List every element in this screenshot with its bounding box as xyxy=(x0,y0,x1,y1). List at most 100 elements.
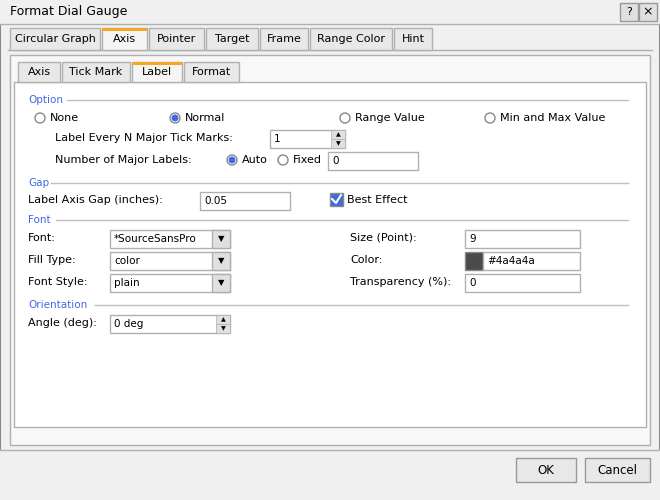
Text: Hint: Hint xyxy=(401,34,424,44)
Bar xyxy=(110,315,230,333)
Text: Font:: Font: xyxy=(28,233,56,243)
Text: 0: 0 xyxy=(332,156,339,166)
Text: ▼: ▼ xyxy=(218,278,224,287)
Bar xyxy=(465,274,580,292)
Text: OK: OK xyxy=(537,464,554,476)
Bar xyxy=(200,192,290,210)
Text: Range Value: Range Value xyxy=(355,113,425,123)
Bar xyxy=(394,28,432,50)
Text: Gap: Gap xyxy=(28,178,49,188)
Text: color: color xyxy=(114,256,140,266)
Bar xyxy=(10,55,650,445)
Text: 1: 1 xyxy=(274,134,280,144)
Bar xyxy=(184,62,239,82)
Bar xyxy=(132,62,182,82)
Text: ▼: ▼ xyxy=(336,141,341,146)
Bar xyxy=(260,28,308,50)
Text: Font: Font xyxy=(28,215,51,225)
Text: Normal: Normal xyxy=(185,113,225,123)
Bar xyxy=(465,230,580,248)
Bar xyxy=(0,0,660,24)
Text: Fixed: Fixed xyxy=(293,155,322,165)
Bar xyxy=(516,458,576,482)
Bar xyxy=(206,28,258,50)
Text: ▼: ▼ xyxy=(218,234,224,244)
Text: Pointer: Pointer xyxy=(157,34,196,44)
Bar xyxy=(110,274,230,292)
Bar xyxy=(0,450,660,500)
Bar xyxy=(132,62,182,65)
Text: Cancel: Cancel xyxy=(597,464,637,476)
Circle shape xyxy=(485,113,495,123)
Bar xyxy=(10,28,100,50)
Text: Transparency (%):: Transparency (%): xyxy=(350,277,451,287)
Text: 0.05: 0.05 xyxy=(204,196,227,206)
Circle shape xyxy=(172,115,178,121)
Text: ▼: ▼ xyxy=(218,256,224,266)
Text: Best Effect: Best Effect xyxy=(347,195,407,205)
Text: Label Axis Gap (inches):: Label Axis Gap (inches): xyxy=(28,195,163,205)
Text: ×: × xyxy=(643,6,653,18)
Text: ▲: ▲ xyxy=(220,317,225,322)
Bar xyxy=(465,252,483,270)
Text: Range Color: Range Color xyxy=(317,34,385,44)
Bar xyxy=(330,193,343,206)
Text: Target: Target xyxy=(214,34,249,44)
Text: 0 deg: 0 deg xyxy=(114,319,143,329)
Circle shape xyxy=(340,113,350,123)
Bar xyxy=(18,62,60,82)
Bar xyxy=(212,252,230,270)
Bar xyxy=(310,28,392,50)
Text: ?: ? xyxy=(626,7,632,17)
Bar xyxy=(483,252,580,270)
Bar xyxy=(639,3,657,21)
Circle shape xyxy=(229,157,235,163)
Text: Angle (deg):: Angle (deg): xyxy=(28,318,97,328)
Text: Axis: Axis xyxy=(28,67,51,77)
Bar xyxy=(102,28,147,50)
Text: #4a4a4a: #4a4a4a xyxy=(487,256,535,266)
Text: Size (Point):: Size (Point): xyxy=(350,233,416,243)
Text: 0: 0 xyxy=(469,278,475,288)
Text: Circular Graph: Circular Graph xyxy=(15,34,96,44)
Text: Fill Type:: Fill Type: xyxy=(28,255,76,265)
Text: plain: plain xyxy=(114,278,140,288)
Bar xyxy=(331,139,345,148)
Bar xyxy=(110,230,230,248)
Bar xyxy=(14,82,646,427)
Bar xyxy=(620,3,638,21)
Bar xyxy=(270,130,345,148)
Bar xyxy=(149,28,204,50)
Circle shape xyxy=(35,113,45,123)
Bar xyxy=(62,62,130,82)
Text: ▼: ▼ xyxy=(220,326,225,331)
Text: None: None xyxy=(50,113,79,123)
Text: Font Style:: Font Style: xyxy=(28,277,88,287)
Text: Axis: Axis xyxy=(113,34,136,44)
Circle shape xyxy=(170,113,180,123)
Circle shape xyxy=(227,155,237,165)
Circle shape xyxy=(278,155,288,165)
Text: Tick Mark: Tick Mark xyxy=(69,67,123,77)
Text: *SourceSansPro: *SourceSansPro xyxy=(114,234,197,244)
Bar xyxy=(212,274,230,292)
Bar xyxy=(216,315,230,324)
Text: Option: Option xyxy=(28,95,63,105)
Text: Number of Major Labels:: Number of Major Labels: xyxy=(55,155,191,165)
Text: Min and Max Value: Min and Max Value xyxy=(500,113,605,123)
Text: Label: Label xyxy=(142,67,172,77)
Text: Frame: Frame xyxy=(267,34,302,44)
Text: Color:: Color: xyxy=(350,255,382,265)
Text: Auto: Auto xyxy=(242,155,268,165)
Text: Format: Format xyxy=(192,67,231,77)
Text: ▲: ▲ xyxy=(336,132,341,137)
Bar xyxy=(585,458,650,482)
Bar xyxy=(110,252,230,270)
Text: Format Dial Gauge: Format Dial Gauge xyxy=(10,6,127,18)
Bar xyxy=(216,324,230,333)
Bar xyxy=(102,28,147,31)
Text: Orientation: Orientation xyxy=(28,300,87,310)
Bar xyxy=(212,230,230,248)
Bar xyxy=(331,130,345,139)
Text: 9: 9 xyxy=(469,234,476,244)
